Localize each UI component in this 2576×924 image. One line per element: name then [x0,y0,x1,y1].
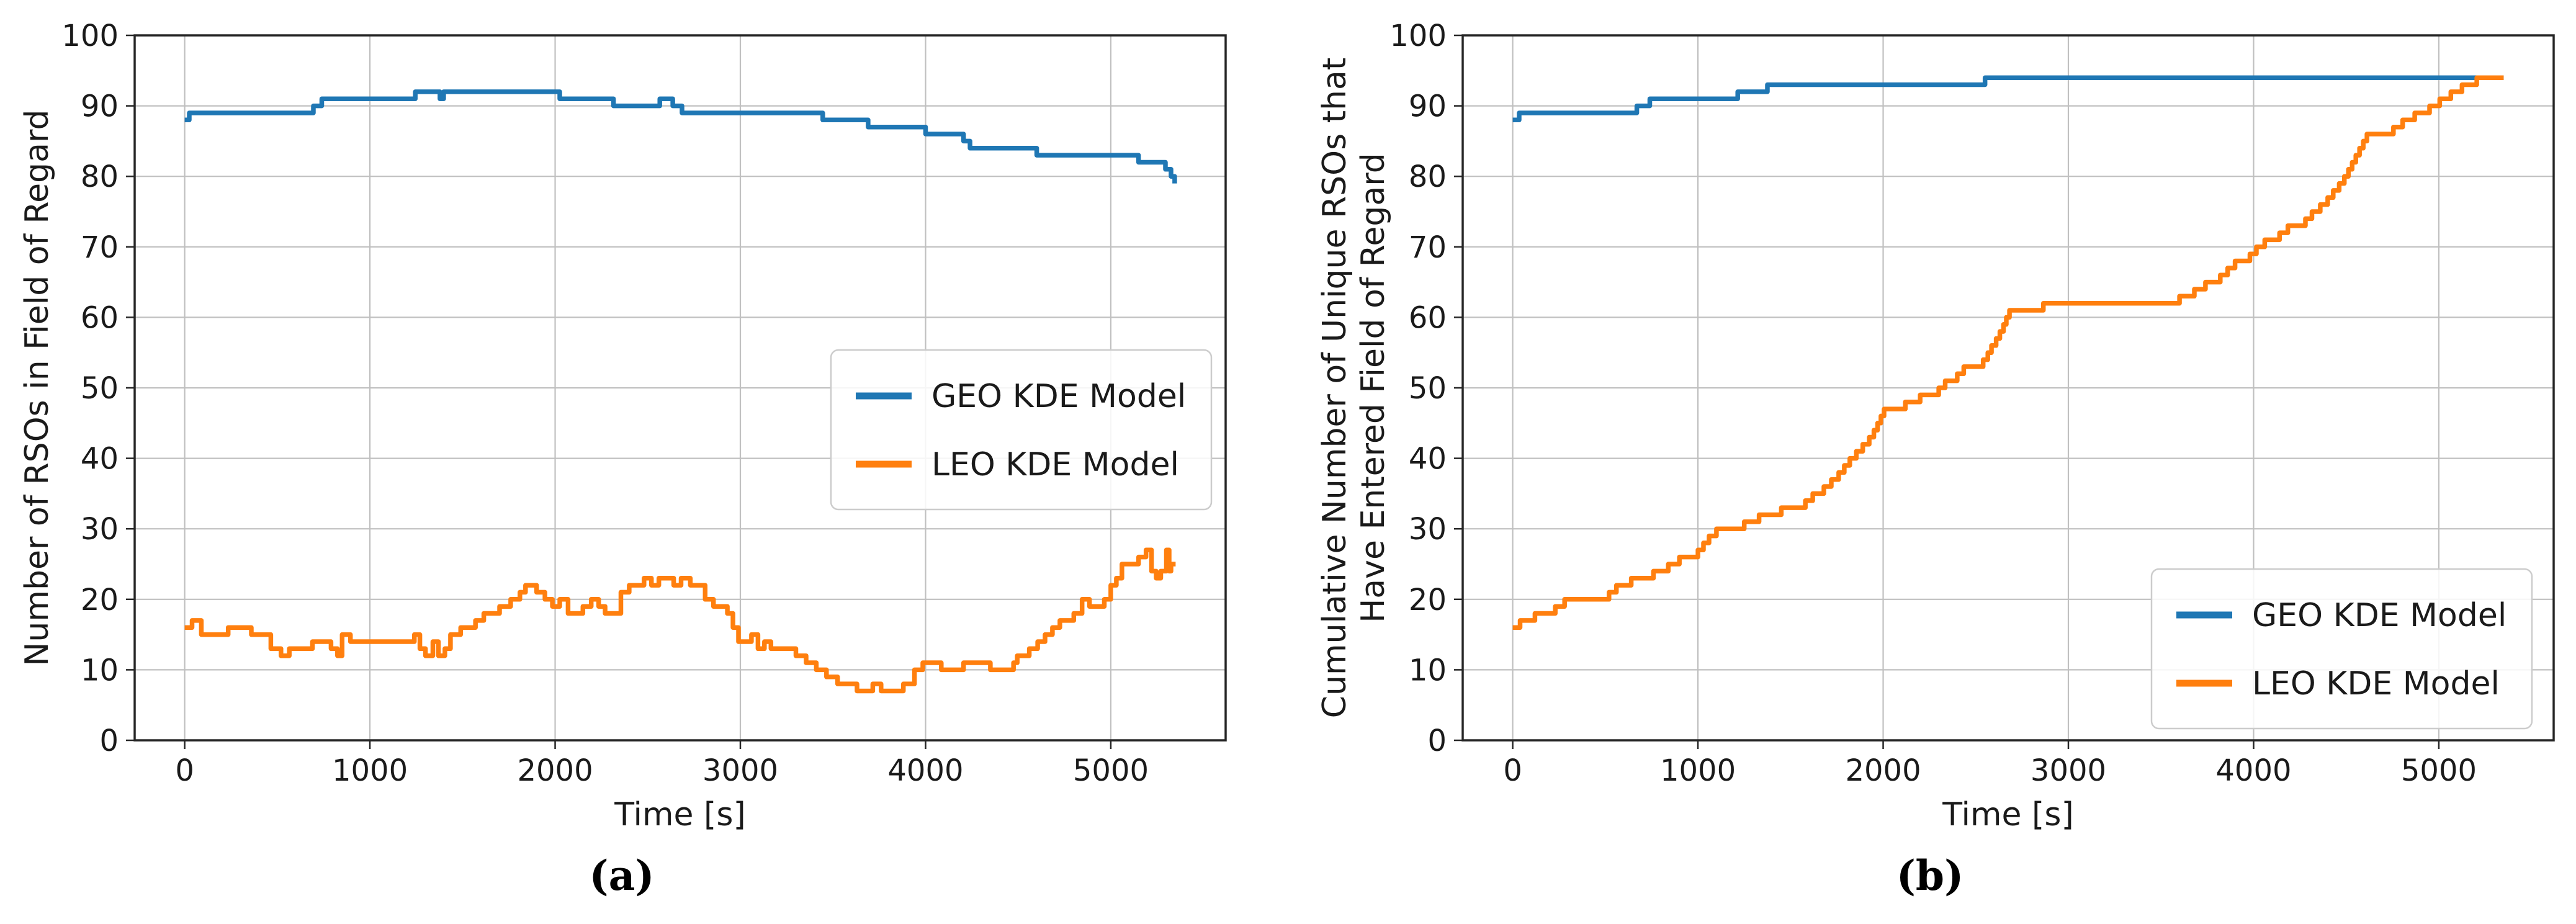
chart-b-series-geo [1512,75,2504,123]
chart-a-caption: (a) [589,851,655,900]
y-tick-label: 100 [1389,19,1447,53]
y-tick-label: 50 [1409,371,1447,406]
x-tick-label: 2000 [517,753,593,788]
chart-b-y-axis-label-line2: Have Entered Field of Regard [1355,153,1392,623]
chart-b-legend: GEO KDE Model LEO KDE Model [2150,568,2533,730]
chart-b-y-axis-label: Cumulative Number of Unique RSOs that Ha… [1316,58,1393,719]
chart-b-y-axis-label-line1: Cumulative Number of Unique RSOs that [1316,57,1353,719]
chart-b-series-leo [1512,75,2504,630]
x-tick-label: 3000 [702,753,778,788]
chart-a-legend-label-geo: GEO KDE Model [931,378,1186,415]
x-tick-label: 0 [1503,753,1522,788]
y-tick-label: 70 [1409,230,1447,265]
x-tick-label: 2000 [1845,753,1921,788]
y-tick-label: 100 [61,19,119,53]
y-tick-label: 40 [1409,442,1447,477]
chart-b-x-axis-label: Time [s] [1942,796,2074,833]
x-tick-label: 0 [175,753,194,788]
x-tick-label: 1000 [1660,753,1736,788]
y-tick-label: 10 [1409,653,1447,688]
y-tick-label: 10 [81,653,119,688]
x-tick-label: 1000 [332,753,408,788]
x-tick-label: 3000 [2031,753,2106,788]
y-tick-label: 30 [1409,512,1447,547]
y-tick-label: 0 [1427,724,1447,758]
chart-a-series-geo [184,89,1177,184]
chart-b-legend-label-leo: LEO KDE Model [2252,665,2500,702]
y-tick-label: 90 [1409,89,1447,124]
chart-b-legend-label-geo: GEO KDE Model [2252,597,2506,634]
x-tick-label: 5000 [1073,753,1149,788]
chart-b-legend-box [2150,568,2533,730]
x-tick-label: 4000 [887,753,963,788]
chart-b-caption: (b) [1896,851,1964,900]
y-tick-label: 0 [99,724,119,758]
chart-b: 0 1000 2000 3000 4000 5000 0 10 20 30 40 50 60 70 80 90… [1389,19,2555,788]
y-tick-label: 40 [81,442,119,477]
y-tick-label: 80 [1409,159,1447,194]
chart-b-ticks: 0 1000 2000 3000 4000 5000 0 10 20 30 40 50 60 70 80 90… [1389,19,2477,788]
chart-a-legend-label-leo: LEO KDE Model [931,446,1179,483]
y-tick-label: 70 [81,230,119,265]
y-tick-label: 20 [1409,583,1447,617]
chart-a-y-axis-label: Number of RSOs in Field of Regard [19,109,56,666]
y-tick-label: 80 [81,159,119,194]
chart-a-legend: GEO KDE Model LEO KDE Model [830,349,1213,511]
y-tick-label: 60 [1409,300,1447,335]
chart-a-ticks: 0 1000 2000 3000 4000 5000 0 10 20 30 40 50 60 70 80 90… [61,19,1149,788]
y-tick-label: 50 [81,371,119,406]
y-tick-label: 20 [81,583,119,617]
chart-a-series-leo [184,547,1176,694]
x-tick-label: 4000 [2215,753,2291,788]
y-tick-label: 30 [81,512,119,547]
chart-a: 0 1000 2000 3000 4000 5000 0 10 20 30 40 50 60 70 80 90… [61,19,1227,788]
y-tick-label: 90 [81,89,119,124]
chart-a-legend-box [830,349,1213,511]
x-tick-label: 5000 [2401,753,2477,788]
y-tick-label: 60 [81,300,119,335]
chart-a-x-axis-label: Time [s] [614,796,746,833]
